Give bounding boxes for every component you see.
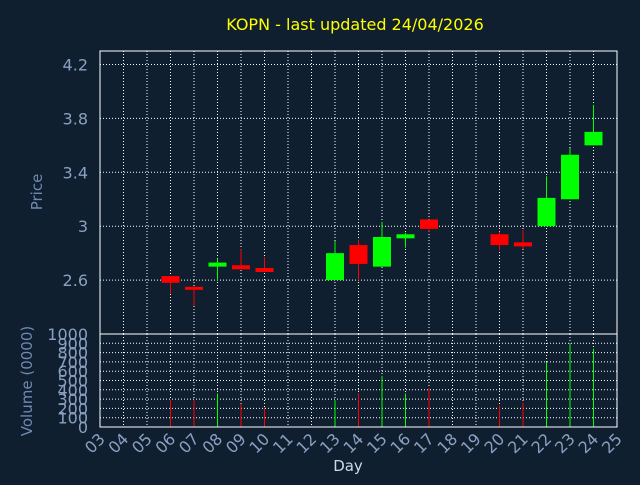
candlestick (349, 239, 368, 281)
candlestick (255, 257, 274, 273)
price-y-tick-label: 3 (78, 217, 88, 236)
candlestick (373, 222, 391, 267)
candlestick (537, 176, 556, 227)
candlestick (490, 231, 509, 251)
volume-y-tick-label: 800 (57, 344, 88, 363)
volume-y-tick-label: 900 (57, 334, 88, 353)
candle-body (161, 276, 180, 283)
volume-y-tick-label: 200 (57, 399, 88, 418)
volume-y-tick-label: 700 (57, 353, 88, 372)
candlestick (396, 232, 415, 248)
candle-body (255, 267, 274, 273)
candle-body (232, 265, 250, 270)
price-y-tick-label: 3.8 (63, 109, 88, 128)
candlestick (185, 286, 203, 306)
x-tick-label: 25 (598, 429, 626, 457)
candle-body (490, 234, 509, 246)
price-grid (100, 51, 617, 334)
volume-y-tick-label: 300 (57, 390, 88, 409)
candlestick (232, 249, 250, 270)
price-y-ticks: 2.6 3 3.4 3.8 4.2 (63, 55, 88, 290)
x-tick-labels: 0304050607080910111213141516171819202122… (81, 429, 626, 457)
candlestick (584, 104, 603, 146)
candlestick (208, 258, 227, 281)
candle-body (373, 236, 391, 267)
candle-body (185, 286, 203, 290)
volume-bars (170, 343, 594, 427)
volume-y-tick-label: 1000 (47, 325, 88, 344)
candle-body (537, 197, 556, 227)
volume-y-tick-label: 100 (57, 409, 88, 428)
volume-y-tick-label: 0 (78, 418, 88, 437)
candle-body (584, 131, 603, 146)
price-y-axis-label: Price (28, 174, 46, 211)
volume-y-tick-label: 500 (57, 372, 88, 391)
price-panel: 2.6 3 3.4 3.8 4.2 Price (28, 50, 618, 335)
volume-y-tick-label: 400 (57, 381, 88, 400)
volume-frame (99, 333, 618, 428)
candlestick (326, 241, 344, 281)
candle-body (396, 234, 415, 239)
candle-body (420, 219, 438, 229)
price-y-tick-label: 2.6 (63, 271, 88, 290)
candlestick (561, 148, 579, 200)
candlesticks (161, 104, 603, 306)
price-y-tick-label: 3.4 (63, 163, 88, 182)
price-y-tick-label: 4.2 (63, 55, 88, 74)
candlestick (514, 230, 532, 250)
x-axis-label: Day (333, 457, 363, 475)
candle-body (326, 253, 344, 281)
volume-y-tick-label: 600 (57, 362, 88, 381)
chart-title: KOPN - last updated 24/04/2026 (226, 15, 484, 34)
candle-body (514, 242, 532, 247)
candle-body (349, 245, 368, 264)
volume-y-axis-label: Volume (0000) (18, 326, 36, 436)
candlestick (420, 219, 438, 232)
candle-body (208, 262, 227, 267)
candlestick (161, 276, 180, 294)
candle-body (561, 154, 579, 200)
